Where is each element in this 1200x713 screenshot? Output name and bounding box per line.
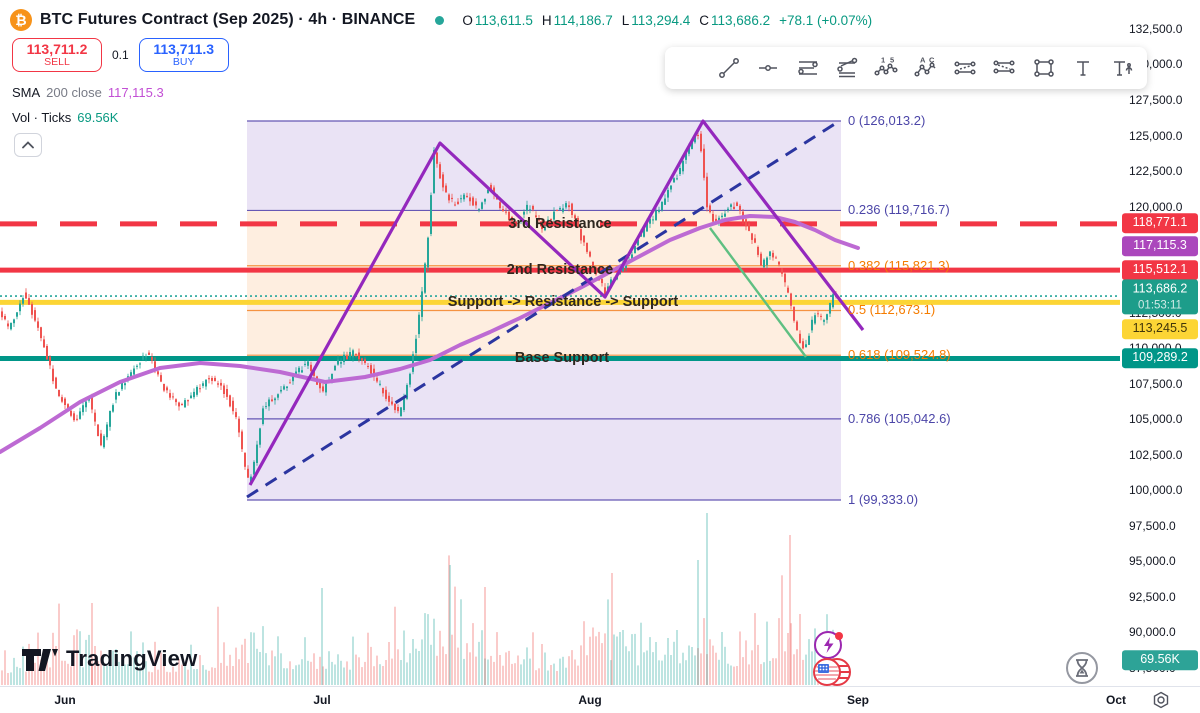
annotation-label[interactable]: 3rd Resistance — [508, 216, 612, 232]
anchored-text-icon[interactable] — [1104, 51, 1141, 85]
sell-button[interactable]: 113,711.2 SELL — [12, 38, 102, 72]
chart-canvas[interactable] — [0, 0, 1120, 686]
hourglass-icon[interactable] — [1064, 650, 1100, 691]
annotation-label[interactable]: Base Support — [514, 350, 610, 366]
buy-label: BUY — [172, 55, 195, 68]
elliott-zigzag — [248, 119, 865, 486]
price-tick: 97,500.0 — [1129, 519, 1176, 533]
time-label-jun: Jun — [54, 693, 76, 707]
time-axis[interactable]: Jun Jul Aug Sep Oct — [0, 686, 1200, 713]
fib-label-0.618: 0.618 (109,524.8) — [848, 346, 951, 362]
time-label-jul: Jul — [313, 693, 331, 707]
fib-label-1: 1 (99,333.0) — [848, 491, 919, 507]
svg-text:C: C — [929, 56, 935, 65]
price-tick: 132,500.0 — [1129, 22, 1183, 36]
price-tick: 107,500.0 — [1129, 377, 1183, 391]
svg-text:5: 5 — [890, 56, 894, 65]
sma-params: 200 close — [46, 85, 102, 100]
annotation-label[interactable]: Support -> Resistance -> Support — [447, 294, 679, 310]
tradingview-mark-icon — [22, 649, 58, 671]
btc-icon: ₿ — [10, 9, 32, 31]
time-label-sep: Sep — [846, 693, 870, 707]
horizontal-rays-icon[interactable] — [789, 51, 826, 85]
tradingview-logo-text: TradingView — [66, 646, 198, 671]
price-badge: 115,512.1 — [1122, 260, 1198, 280]
vol-name: Vol · Ticks — [12, 110, 72, 125]
symbol-title[interactable]: BTC Futures Contract (Sep 2025) · 4h · B… — [40, 11, 416, 28]
price-tick: 100,000.0 — [1129, 483, 1183, 497]
time-label-oct: Oct — [1105, 693, 1127, 707]
price-tick: 95,000.0 — [1129, 554, 1176, 568]
parallel-channel-icon[interactable] — [946, 51, 983, 85]
fib-label-0.236: 0.236 (119,716.7) — [848, 202, 950, 218]
ohlc-l: L 113,294.4 — [621, 12, 691, 28]
fib-label-0: 0 (126,013.2) — [848, 112, 926, 128]
price-axis[interactable]: 132,500.0 130,000.0 127,500.0 125,000.0 122,… — [1120, 0, 1200, 686]
price-badge: 113,686.2 01:53:11 — [1122, 279, 1198, 315]
ascending-dashed-trendline — [246, 118, 842, 499]
price-badge: 109,289.2 — [1122, 348, 1198, 368]
price-badge: 69.56K — [1122, 650, 1198, 670]
tradingview-logo[interactable]: TradingView — [22, 645, 197, 673]
fib-retracement-icon[interactable] — [828, 51, 865, 85]
ohlc-o: O 113,611.5 — [462, 12, 533, 28]
price-badge: 117,115.3 — [1122, 236, 1198, 256]
buy-price: 113,711.3 — [153, 41, 215, 58]
ohlc-c: C 113,686.2 — [699, 12, 771, 28]
price-tick: 125,000.0 — [1129, 129, 1183, 143]
sma-value: 117,115.3 — [107, 85, 164, 100]
volume-legend[interactable]: Vol · Ticks 69.56K — [12, 110, 118, 125]
sma-legend[interactable]: SMA 200 close 117,115.3 — [12, 85, 164, 100]
price-tick: 122,500.0 — [1129, 164, 1183, 178]
symbol-legend: ₿ BTC Futures Contract (Sep 2025) · 4h ·… — [10, 8, 872, 32]
spread-value: 0.1 — [112, 48, 129, 62]
disjoint-channel-icon[interactable] — [986, 51, 1023, 85]
sell-price: 113,711.2 — [26, 41, 88, 58]
drag-handle[interactable] — [671, 51, 708, 85]
price-change: +78.1 (+0.07%) — [779, 12, 873, 28]
fib-label-0.5: 0.5 (112,673.1) — [848, 302, 936, 318]
fib-label-0.786: 0.786 (105,042.6) — [848, 410, 951, 426]
legend-collapse-button[interactable] — [14, 133, 42, 157]
time-label-aug: Aug — [578, 693, 602, 707]
price-tick: 127,500.0 — [1129, 93, 1183, 107]
rectangle-icon[interactable] — [1025, 51, 1062, 85]
price-tick: 120,000.0 — [1129, 200, 1183, 214]
price-tick: 102,500.0 — [1129, 448, 1183, 462]
price-badge: 113,245.5 — [1122, 319, 1198, 339]
price-tick: 105,000.0 — [1129, 412, 1183, 426]
ohlc-h: H 114,186.7 — [541, 12, 613, 28]
price-tick: 90,000.0 — [1129, 625, 1176, 639]
ohlc-values: O 113,611.5 H 114,186.7 L 113,294.4 C 113,686.2… — [462, 13, 872, 28]
svg-text:1: 1 — [881, 56, 885, 65]
order-panel: 113,711.2 SELL 0.1 113,711.3 BUY — [12, 38, 229, 72]
events-icon[interactable] — [812, 628, 846, 667]
axis-settings-icon[interactable] — [1152, 691, 1170, 713]
annotation-label[interactable]: 2nd Resistance — [506, 262, 614, 278]
price-tick: 92,500.0 — [1129, 590, 1176, 604]
us-flag-icon[interactable] — [812, 655, 852, 694]
text-icon[interactable] — [1064, 51, 1101, 85]
market-status-dot[interactable] — [435, 15, 445, 25]
fib-label-0.382: 0.382 (115,821.3) — [848, 257, 950, 273]
price-badge: 118,771.1 — [1122, 213, 1198, 233]
horizontal-line-icon[interactable] — [750, 51, 787, 85]
svg-text:A: A — [920, 56, 926, 65]
green-trendline — [709, 227, 807, 358]
trend-line-icon[interactable] — [710, 51, 747, 85]
vol-value: 69.56K — [77, 110, 119, 125]
sma-name: SMA — [12, 85, 41, 100]
sell-label: SELL — [44, 55, 70, 68]
buy-button[interactable]: 113,711.3 BUY — [138, 38, 229, 72]
